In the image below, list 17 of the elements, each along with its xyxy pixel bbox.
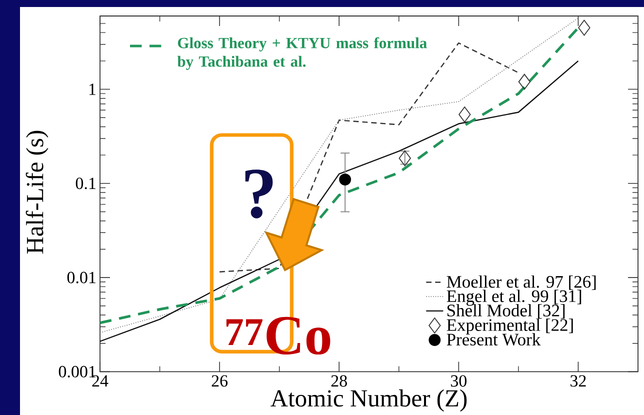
x-tick-label: 24 xyxy=(92,375,108,386)
legend-label: Moeller et al. 97 [26] xyxy=(446,275,596,290)
y-tick-label: 1 xyxy=(89,84,96,95)
legend-label: Shell Model [32] xyxy=(447,304,565,319)
y-tick-label: 0.01 xyxy=(67,272,96,284)
x-axis-title: Atomic Number (Z) xyxy=(270,389,467,412)
annotation: Gloss Theory + KTYU mass formula by Tachibana et al. xyxy=(177,37,427,70)
annotation: ? xyxy=(245,170,273,218)
y-tick-label: 0.1 xyxy=(76,178,96,190)
y-tick-label: 0.001 xyxy=(58,366,96,378)
y-axis-title: Half-Life (s) xyxy=(26,130,48,254)
legend-label: Experimental [22] xyxy=(446,318,573,335)
x-tick-label: 26 xyxy=(212,375,228,387)
x-tick-label: 30 xyxy=(450,375,467,387)
x-tick-label: 32 xyxy=(570,375,586,387)
x-tick-label: 28 xyxy=(331,375,347,387)
legend-label: Present Work xyxy=(446,333,541,346)
